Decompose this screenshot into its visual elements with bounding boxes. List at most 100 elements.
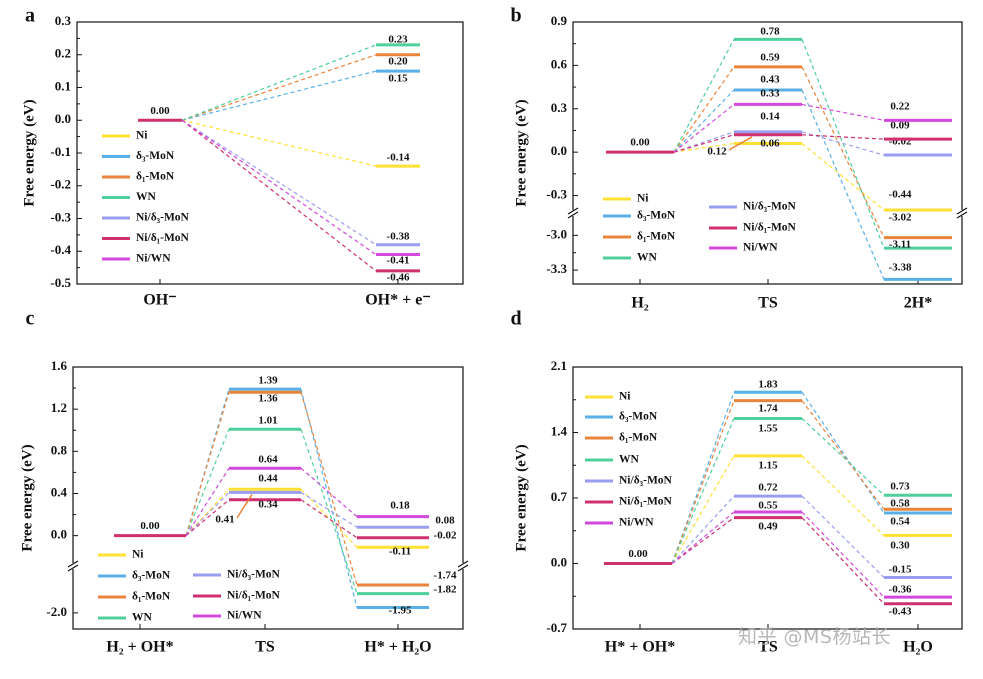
annotation-label: 0.12 xyxy=(707,146,727,158)
connector-1-0 xyxy=(185,388,230,536)
y-tick-label: 0.6 xyxy=(551,56,568,71)
data-label: 0.55 xyxy=(758,500,778,512)
data-label: -1.82 xyxy=(434,584,457,596)
data-label: -0.41 xyxy=(387,255,410,267)
connector-1-0 xyxy=(671,392,735,564)
panel-letter: c xyxy=(26,308,35,330)
connector-6-0 xyxy=(671,511,735,564)
data-label: -3.02 xyxy=(889,212,912,224)
connector-4-0 xyxy=(671,495,735,564)
data-label: -1.95 xyxy=(389,605,412,617)
y-axis-label: Free energy (eV) xyxy=(513,99,529,206)
x-category-label: H₂ xyxy=(631,295,648,312)
data-label: -0.15 xyxy=(889,564,912,576)
panel-a: 0.3 0.2 0.1 0.0 -0.1 -0.2 -0.3 -0.4 -0.5 a Free en… xyxy=(21,5,464,309)
connector-0-1 xyxy=(801,455,885,536)
legend-label: Ni/WN xyxy=(136,253,171,265)
legend-label: δ₃-MoN xyxy=(637,210,676,222)
data-label: 0.54 xyxy=(890,516,910,528)
data-label: 1.83 xyxy=(758,379,778,391)
connector-1-0 xyxy=(181,70,377,121)
y-tick-label: 0.9 xyxy=(551,13,568,28)
connector-5-0 xyxy=(181,119,377,272)
legend-label: Ni/δ₁-MoN xyxy=(743,222,797,234)
data-label: 0.78 xyxy=(760,26,780,38)
x-category-label: OH* + e⁻ xyxy=(365,292,431,309)
y-tick-label: 1.6 xyxy=(51,358,68,373)
legend-label: Ni/δ₁-MoN xyxy=(619,496,673,508)
connector-4-0 xyxy=(181,119,377,246)
y-tick-label: -0.2 xyxy=(50,177,71,192)
x-category-label: TS xyxy=(758,639,778,656)
legend-label: δ₁-MoN xyxy=(136,171,175,183)
legend-label: δ₃-MoN xyxy=(132,570,171,582)
y-tick-label: 2.1 xyxy=(551,358,567,373)
axis-break-gap xyxy=(567,210,579,216)
y-tick-label: -3.0 xyxy=(546,226,567,241)
y-tick-label: -0.7 xyxy=(546,620,567,635)
connector-6-0 xyxy=(185,467,230,536)
x-category-label: H* + OH* xyxy=(605,639,675,656)
data-label: 0.22 xyxy=(890,101,910,113)
x-category-label: OH⁻ xyxy=(143,292,176,309)
connector-5-0 xyxy=(185,499,230,537)
y-axis-label: Free energy (eV) xyxy=(19,444,35,551)
y-tick-label: 0.3 xyxy=(551,100,568,115)
legend-label: WN xyxy=(132,612,153,624)
x-category-label: H₂O xyxy=(903,639,933,656)
connector-4-0 xyxy=(185,492,230,537)
y-tick-label: -0.3 xyxy=(546,187,567,202)
data-label: -0.11 xyxy=(389,546,411,558)
x-category-label: 2H* xyxy=(904,295,932,312)
connector-2-0 xyxy=(181,54,377,121)
data-label: -0.46 xyxy=(387,272,410,284)
connector-1-1 xyxy=(801,391,885,514)
y-tick-label: 0.8 xyxy=(51,442,68,457)
annotation-arrow xyxy=(236,494,253,519)
legend-label: Ni/WN xyxy=(619,517,654,529)
data-label: 1.36 xyxy=(258,393,278,405)
data-label: 1.39 xyxy=(258,375,278,387)
legend-label: Ni/δ₃-MoN xyxy=(136,212,190,224)
connector-2-0 xyxy=(185,392,230,536)
connector-4-1 xyxy=(801,131,885,156)
legend-label: Ni/δ₁-MoN xyxy=(227,590,281,602)
connector-0-0 xyxy=(673,142,735,153)
connector-2-1 xyxy=(801,400,885,510)
data-label: 0.33 xyxy=(760,88,780,100)
legend-label: Ni/δ₃-MoN xyxy=(619,475,673,487)
connector-1-0 xyxy=(673,89,735,153)
x-category-label: TS xyxy=(758,295,778,312)
connector-2-1 xyxy=(300,392,358,586)
axis-break-mark xyxy=(956,211,968,219)
legend-label: Ni/WN xyxy=(227,610,262,622)
connector-5-0 xyxy=(673,134,735,153)
connector-0-0 xyxy=(671,455,735,564)
connector-6-1 xyxy=(801,511,885,598)
data-label: -0.44 xyxy=(889,189,912,201)
legend-label: δ₁-MoN xyxy=(619,432,658,444)
axis-break-mark xyxy=(567,207,579,215)
connector-5-1 xyxy=(300,499,358,539)
data-label: 0.43 xyxy=(760,74,780,86)
data-label: -0.02 xyxy=(434,530,457,542)
y-tick-label: -3.3 xyxy=(546,261,567,276)
connector-3-1 xyxy=(801,418,885,496)
data-label: 0.34 xyxy=(258,499,278,511)
data-label: 0.58 xyxy=(890,498,910,510)
data-label: 1.74 xyxy=(758,403,778,415)
panel-c: 1.6 1.2 0.8 0.4 0.0 -2.0 c Free energy (eV) H₂ +… xyxy=(19,308,469,656)
data-label: 0.09 xyxy=(890,120,910,132)
axis-break-mark xyxy=(67,560,79,568)
data-label: 1.55 xyxy=(758,423,778,435)
data-label: 0.49 xyxy=(758,521,778,533)
connector-3-0 xyxy=(181,44,377,121)
data-label: -3.11 xyxy=(889,239,911,251)
connector-2-1 xyxy=(801,66,885,238)
y-tick-label: 0.2 xyxy=(55,46,71,61)
watermark: 知乎 @MS杨站长 xyxy=(738,626,891,648)
data-label: 0.23 xyxy=(388,34,408,46)
connector-6-1 xyxy=(300,467,358,518)
connector-5-0 xyxy=(671,517,735,564)
y-tick-label: 0.0 xyxy=(551,554,567,569)
